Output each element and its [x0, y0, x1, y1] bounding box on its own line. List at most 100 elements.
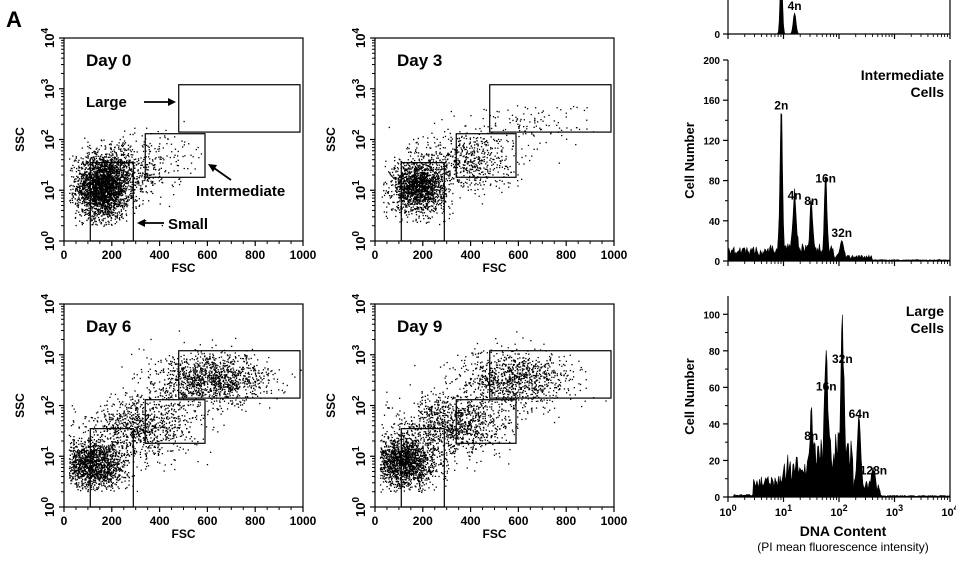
- data-point: [122, 204, 124, 207]
- data-point: [99, 221, 101, 223]
- data-point: [404, 194, 406, 196]
- data-point: [401, 192, 403, 194]
- data-point: [395, 210, 397, 212]
- data-point: [92, 182, 94, 184]
- data-point: [407, 188, 410, 190]
- data-point: [114, 175, 117, 177]
- data-point: [402, 175, 404, 177]
- data-point: [126, 176, 129, 178]
- data-point: [411, 189, 413, 191]
- data-point: [405, 192, 407, 194]
- data-point: [417, 208, 419, 210]
- data-point: [442, 184, 445, 186]
- data-point: [430, 192, 433, 194]
- data-point: [438, 183, 440, 186]
- data-point: [127, 200, 129, 203]
- data-point: [128, 172, 130, 174]
- data-point: [409, 200, 411, 202]
- data-point: [393, 177, 395, 179]
- data-point: [101, 205, 103, 207]
- data-point: [129, 146, 131, 148]
- data-point: [410, 182, 413, 184]
- data-point: [440, 165, 442, 167]
- data-point: [102, 181, 104, 183]
- data-point: [111, 184, 113, 186]
- data-point: [415, 187, 417, 189]
- data-point: [442, 195, 445, 197]
- data-point: [427, 199, 429, 201]
- data-point: [71, 199, 73, 201]
- data-point: [420, 208, 423, 210]
- data-point: [96, 209, 99, 211]
- data-point: [84, 190, 87, 192]
- data-point: [414, 190, 416, 192]
- data-point: [119, 179, 121, 182]
- data-point: [421, 167, 423, 170]
- scatter-points: [69, 120, 203, 227]
- data-point: [96, 197, 98, 199]
- data-point: [111, 165, 113, 168]
- data-point: [428, 161, 430, 163]
- data-point: [140, 167, 142, 169]
- data-point: [150, 145, 153, 147]
- data-point: [406, 148, 408, 150]
- data-point: [490, 152, 493, 154]
- data-point: [131, 149, 134, 151]
- data-point: [401, 191, 403, 193]
- data-point: [88, 181, 90, 184]
- data-point: [110, 162, 113, 164]
- data-point: [182, 155, 184, 158]
- data-point: [440, 194, 442, 196]
- data-point: [71, 192, 73, 194]
- data-point: [123, 169, 126, 171]
- data-point: [439, 193, 441, 195]
- data-point: [139, 188, 141, 190]
- data-point: [82, 196, 84, 198]
- data-point: [113, 188, 115, 190]
- data-point: [419, 164, 421, 166]
- data-point: [83, 192, 85, 195]
- data-point: [430, 178, 433, 180]
- data-point: [127, 204, 129, 206]
- data-point: [431, 189, 433, 191]
- data-point: [173, 156, 175, 158]
- data-point: [87, 202, 89, 204]
- data-point: [117, 172, 120, 175]
- data-point: [82, 173, 84, 175]
- data-point: [424, 186, 426, 189]
- data-point: [112, 181, 114, 183]
- data-point: [111, 205, 113, 207]
- data-point: [117, 183, 119, 186]
- data-point: [397, 174, 399, 176]
- data-point: [125, 165, 127, 168]
- data-point: [134, 127, 136, 129]
- data-point: [419, 199, 421, 201]
- data-point: [197, 146, 199, 149]
- data-point: [414, 198, 416, 200]
- data-point: [86, 188, 88, 191]
- data-point: [100, 145, 102, 147]
- data-point: [164, 135, 166, 137]
- data-point: [408, 182, 411, 184]
- data-point: [118, 160, 120, 163]
- data-point: [431, 216, 433, 218]
- data-point: [105, 208, 107, 210]
- data-point: [108, 192, 110, 194]
- data-point: [127, 196, 130, 199]
- data-point: [395, 187, 398, 189]
- data-point: [409, 165, 411, 168]
- data-point: [107, 167, 110, 169]
- data-point: [426, 173, 429, 175]
- data-point: [111, 193, 114, 195]
- data-point: [133, 165, 135, 167]
- data-point: [88, 147, 90, 149]
- data-point: [424, 195, 426, 197]
- data-point: [438, 164, 440, 166]
- data-point: [117, 160, 119, 162]
- data-point: [426, 200, 429, 202]
- data-point: [160, 179, 162, 181]
- data-point: [173, 194, 175, 196]
- data-point: [445, 193, 447, 196]
- data-point: [119, 201, 121, 203]
- data-point: [110, 217, 113, 220]
